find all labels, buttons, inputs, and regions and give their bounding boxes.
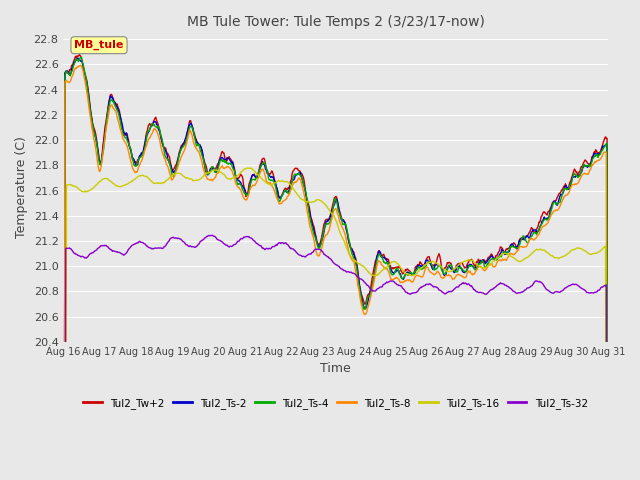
Legend: Tul2_Tw+2, Tul2_Ts-2, Tul2_Ts-4, Tul2_Ts-8, Tul2_Ts-16, Tul2_Ts-32: Tul2_Tw+2, Tul2_Ts-2, Tul2_Ts-4, Tul2_Ts…	[79, 394, 592, 413]
Y-axis label: Temperature (C): Temperature (C)	[15, 136, 28, 239]
Text: MB_tule: MB_tule	[74, 40, 124, 50]
Title: MB Tule Tower: Tule Temps 2 (3/23/17-now): MB Tule Tower: Tule Temps 2 (3/23/17-now…	[187, 15, 484, 29]
X-axis label: Time: Time	[320, 362, 351, 375]
